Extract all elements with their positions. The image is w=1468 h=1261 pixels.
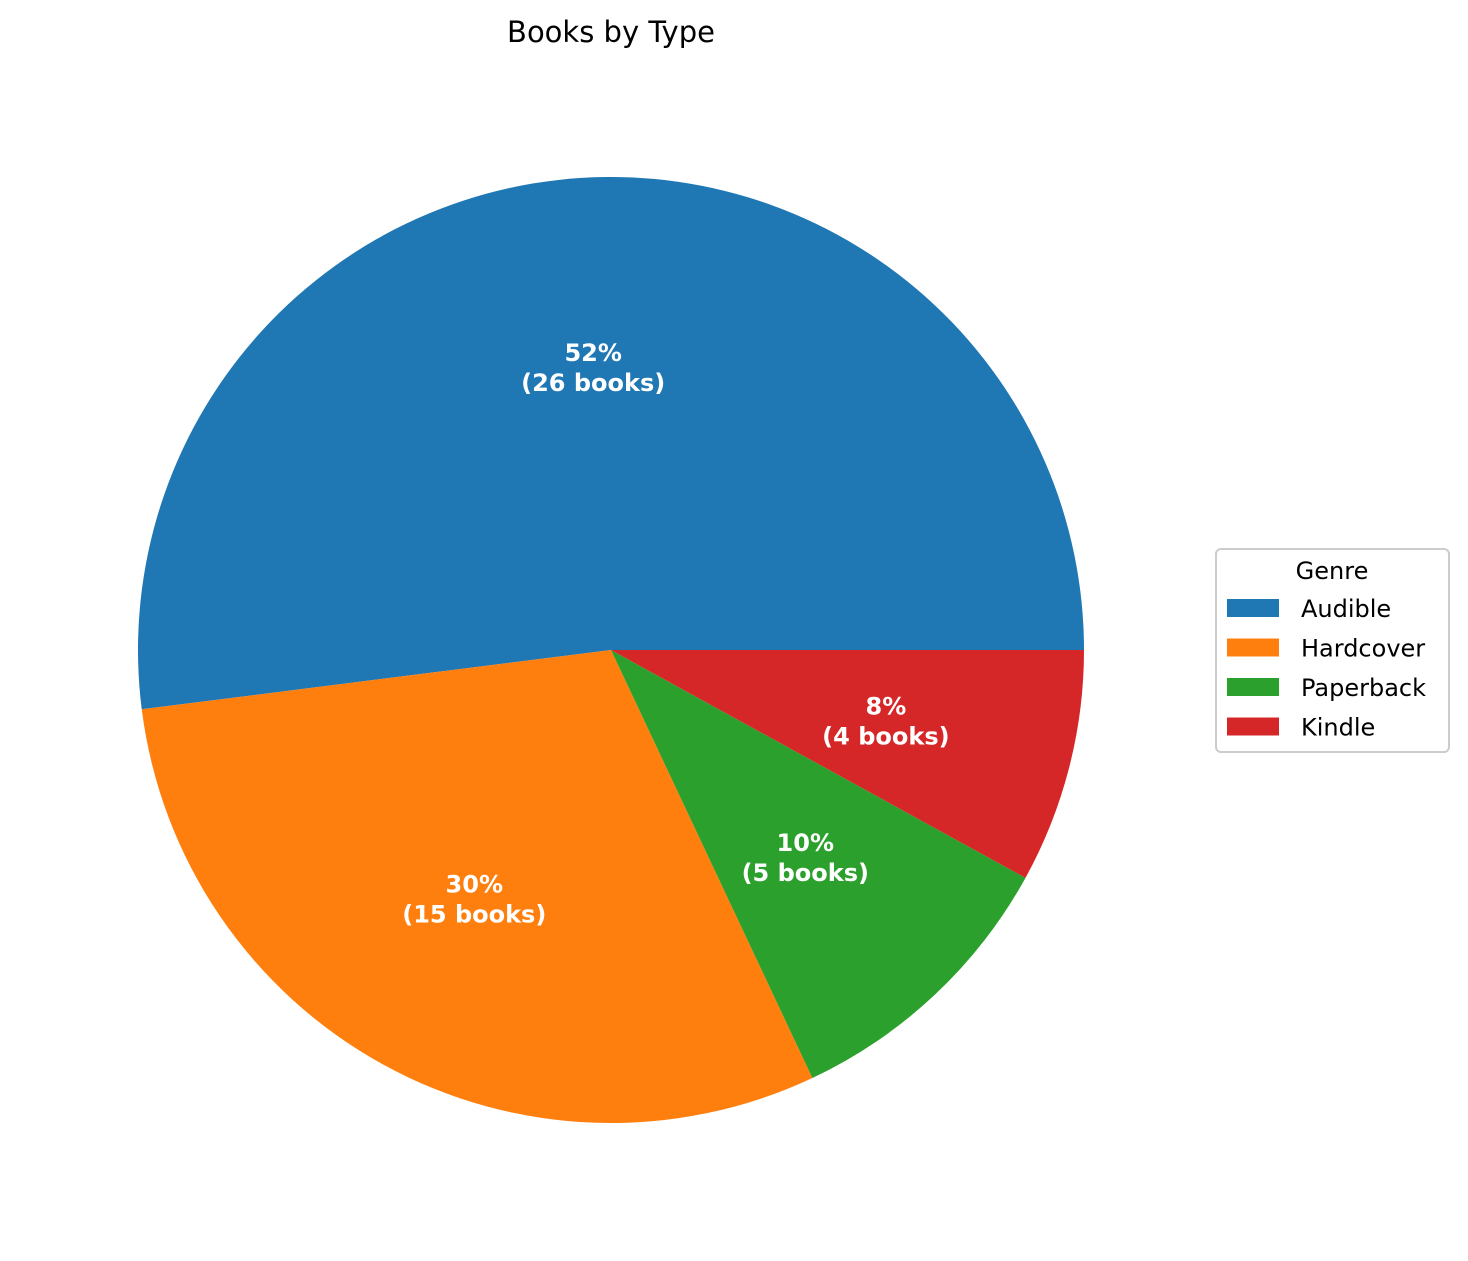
legend-label-audible: Audible	[1301, 595, 1391, 623]
slice-label-kindle: 8% (4 books)	[822, 693, 949, 751]
slice-count-label: (26 books)	[521, 369, 665, 397]
pie-slice-labels: 52% (26 books) 30% (15 books) 10% (5 books) 8%…	[402, 339, 949, 929]
pie-slice-paperback	[611, 650, 1026, 1078]
legend: Genre Audible Hardcover Paperback Kindle	[1215, 548, 1450, 753]
legend-swatch-audible	[1227, 599, 1279, 617]
slice-percent-label: 10%	[777, 829, 834, 857]
slice-count-label: (4 books)	[822, 723, 949, 751]
legend-swatch-kindle	[1227, 717, 1279, 736]
pie-slices	[138, 177, 1085, 1123]
slice-label-audible: 52% (26 books)	[521, 339, 665, 397]
slice-percent-label: 30%	[446, 871, 503, 899]
slice-label-paperback: 10% (5 books)	[742, 829, 869, 887]
legend-swatch-paperback	[1227, 678, 1279, 696]
slice-count-label: (5 books)	[742, 859, 869, 887]
legend-title: Genre	[1296, 557, 1369, 585]
legend-label-paperback: Paperback	[1301, 674, 1426, 702]
chart-title: Books by Type	[507, 15, 715, 49]
pie-slice-kindle	[611, 650, 1084, 878]
slice-percent-label: 52%	[564, 339, 621, 367]
legend-items: Audible Hardcover Paperback Kindle	[1227, 595, 1426, 742]
slice-count-label: (15 books)	[402, 901, 546, 929]
legend-label-hardcover: Hardcover	[1301, 635, 1425, 663]
slice-percent-label: 8%	[866, 693, 907, 721]
pie-slice-hardcover	[141, 650, 813, 1123]
pie-slice-audible	[138, 177, 1085, 710]
slice-label-hardcover: 30% (15 books)	[402, 871, 546, 929]
legend-label-kindle: Kindle	[1301, 714, 1375, 742]
legend-swatch-hardcover	[1227, 638, 1279, 657]
